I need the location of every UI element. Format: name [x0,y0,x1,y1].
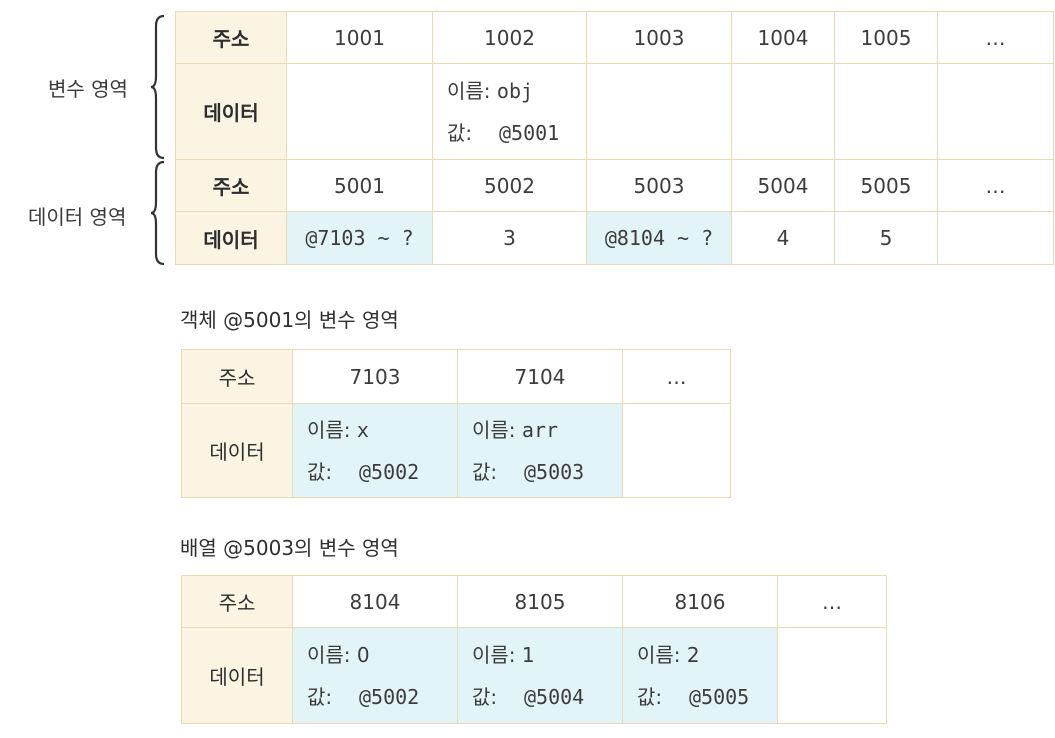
data-cell-array-ref: @8104 ~ ? [586,211,732,265]
object-section-title: 객체 @5001의 변수 영역 [180,308,399,332]
address-cell: 1001 [286,11,433,64]
variable-slot-2: 이름: 2 값: @5005 [622,627,778,724]
variable-slot-obj: 이름: obj 값: @5001 [432,63,587,160]
array-address-row: 주소 8104 8105 8106 … [181,575,887,628]
data-cell [586,63,732,160]
variable-slot-x: 이름: x 값: @5002 [292,403,458,498]
value-label: 값: [637,684,663,709]
address-cell: 8106 [622,575,778,628]
data-cell [937,63,1054,160]
data-address-row: 주소 5001 5002 5003 5004 5005 … [175,159,1054,212]
value-label: 값: [447,120,473,145]
variable-area-brace [150,14,165,160]
name-label: 이름: [447,78,491,103]
array-variable-table: 주소 8104 8105 8106 … 데이터 이름: 0 값: @5002 이름… [181,575,887,724]
address-cell: 1004 [731,11,835,64]
address-cell: 5005 [834,159,938,212]
data-cell [286,63,433,160]
variable-name: obj [496,78,534,103]
object-address-row: 주소 7103 7104 … [181,349,731,404]
variable-name: 0 [356,642,370,667]
data-cell: 4 [731,211,835,265]
ellipsis-cell: … [937,159,1054,212]
ellipsis-cell: … [777,575,887,628]
data-cell [834,63,938,160]
value-label: 값: [307,459,333,484]
address-header: 주소 [175,11,287,64]
data-cell [937,211,1054,265]
variable-address-row: 주소 1001 1002 1003 1004 1005 … [175,11,1054,64]
variable-value: @5002 [359,684,420,709]
variable-value: @5005 [689,684,750,709]
variable-slot-arr: 이름: arr 값: @5003 [457,403,623,498]
data-cell-object-ref: @7103 ~ ? [286,211,433,265]
variable-data-row: 데이터 이름: obj 값: @5001 [175,63,1054,160]
ellipsis-cell: … [937,11,1054,64]
variable-value: @5004 [524,684,585,709]
object-variable-table: 주소 7103 7104 … 데이터 이름: x 값: @5002 이름: arr… [181,349,731,498]
name-label: 이름: [472,417,516,442]
variable-value: @5002 [359,459,420,484]
variable-name: 2 [686,642,700,667]
data-cell: 5 [834,211,938,265]
data-header: 데이터 [181,403,293,498]
variable-value: @5001 [499,120,560,145]
name-label: 이름: [307,417,351,442]
data-header: 데이터 [175,211,287,265]
address-header: 주소 [181,349,293,404]
address-cell: 1005 [834,11,938,64]
name-label: 이름: [307,642,351,667]
data-cell [777,627,887,724]
value-label: 값: [472,459,498,484]
value-label: 값: [472,684,498,709]
address-cell: 5001 [286,159,433,212]
name-label: 이름: [637,642,681,667]
address-cell: 1003 [586,11,732,64]
data-cell [731,63,835,160]
address-header: 주소 [181,575,293,628]
ellipsis-cell: … [622,349,731,404]
data-area-brace [150,160,165,266]
data-cell: 3 [432,211,587,265]
address-cell: 8105 [457,575,623,628]
variable-area-label: 변수 영역 [48,77,128,101]
memory-table: 주소 1001 1002 1003 1004 1005 … 데이터 이름: ob… [175,11,1054,265]
variable-name: x [356,417,369,442]
name-label: 이름: [472,642,516,667]
array-section-title: 배열 @5003의 변수 영역 [180,536,399,560]
data-header: 데이터 [175,63,287,160]
data-header: 데이터 [181,627,293,724]
data-area-label: 데이터 영역 [28,205,127,229]
address-cell: 5004 [731,159,835,212]
address-cell: 7103 [292,349,458,404]
address-header: 주소 [175,159,287,212]
address-cell: 1002 [432,11,587,64]
address-cell: 5003 [586,159,732,212]
value-label: 값: [307,684,333,709]
address-cell: 5002 [432,159,587,212]
array-data-row: 데이터 이름: 0 값: @5002 이름: 1 값: @5004 이름: 2 값:… [181,627,887,724]
variable-name: arr [521,417,559,442]
object-data-row: 데이터 이름: x 값: @5002 이름: arr 값: @5003 [181,403,731,498]
variable-name: 1 [521,642,535,667]
variable-value: @5003 [524,459,585,484]
address-cell: 7104 [457,349,623,404]
data-value-row: 데이터 @7103 ~ ? 3 @8104 ~ ? 4 5 [175,211,1054,265]
address-cell: 8104 [292,575,458,628]
variable-slot-0: 이름: 0 값: @5002 [292,627,458,724]
data-cell [622,403,731,498]
variable-slot-1: 이름: 1 값: @5004 [457,627,623,724]
